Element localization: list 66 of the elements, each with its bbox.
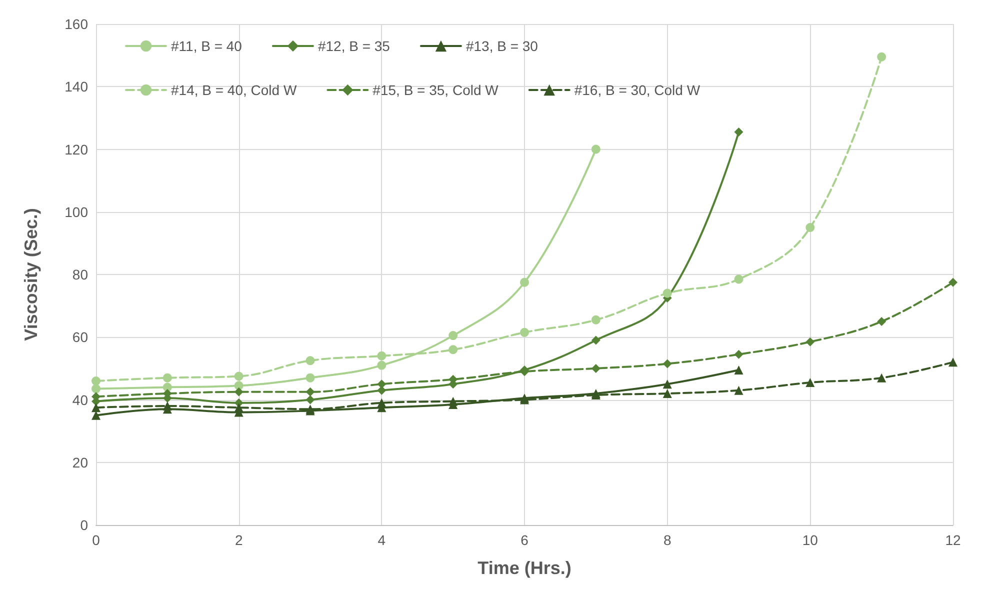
point (448, 396, 458, 406)
point (734, 386, 744, 395)
point (734, 366, 744, 375)
y-tick-label: 140 (64, 78, 88, 95)
y-tick-label: 60 (72, 329, 88, 346)
point (591, 336, 600, 345)
point (92, 384, 100, 394)
point (877, 52, 886, 62)
point (806, 378, 815, 388)
x-axis-title: Time (Hrs.) (478, 558, 572, 578)
point (734, 274, 744, 284)
point (662, 288, 672, 298)
legend-label: #14, B = 40, Cold W (171, 82, 298, 98)
point (234, 403, 244, 412)
point (520, 328, 529, 337)
point (591, 144, 600, 154)
point (520, 278, 529, 287)
x-tick-label: 4 (378, 532, 386, 548)
point (162, 382, 172, 392)
y-tick-label: 20 (72, 454, 88, 470)
point (734, 128, 744, 137)
y-tick-label: 40 (72, 392, 88, 408)
point (877, 316, 886, 326)
point (662, 380, 672, 389)
point (306, 395, 315, 404)
x-tick-label: 0 (92, 532, 100, 548)
point (591, 315, 600, 324)
point (448, 345, 458, 354)
point (591, 364, 600, 373)
y-axis-title: Viscosity (Sec.) (21, 208, 41, 341)
point (806, 337, 815, 346)
legend-label: #12, B = 35 (318, 38, 390, 54)
point (162, 373, 172, 382)
point (234, 372, 244, 381)
point (948, 278, 958, 287)
point (448, 331, 458, 340)
point (662, 388, 672, 398)
legend-label: #13, B = 30 (466, 38, 538, 54)
y-tick-label: 160 (64, 16, 88, 32)
point (234, 387, 244, 396)
point (92, 376, 100, 386)
y-tick-label: 80 (72, 266, 88, 282)
point (377, 398, 386, 408)
point (377, 360, 386, 370)
y-tick-label: 100 (64, 204, 88, 220)
legend-label: #15, B = 35, Cold W (372, 82, 500, 98)
point (948, 358, 958, 367)
point (92, 403, 100, 412)
x-tick-label: 2 (234, 532, 243, 548)
point (877, 373, 886, 382)
x-tick-label: 8 (663, 532, 672, 548)
y-tick-label: 0 (80, 517, 88, 533)
legend-label: #11, B = 40 (171, 38, 242, 54)
x-tick-label: 10 (802, 532, 818, 548)
point (306, 356, 315, 366)
point (662, 359, 672, 368)
point (162, 402, 172, 411)
point (306, 373, 315, 382)
point (377, 351, 386, 360)
y-tick-label: 120 (64, 141, 88, 158)
legend-label: #16, B = 30, Cold W (574, 82, 701, 98)
point (734, 350, 744, 359)
x-tick-label: 12 (945, 532, 961, 548)
point (806, 223, 815, 232)
x-tick-label: 6 (520, 532, 529, 548)
point (306, 387, 315, 396)
